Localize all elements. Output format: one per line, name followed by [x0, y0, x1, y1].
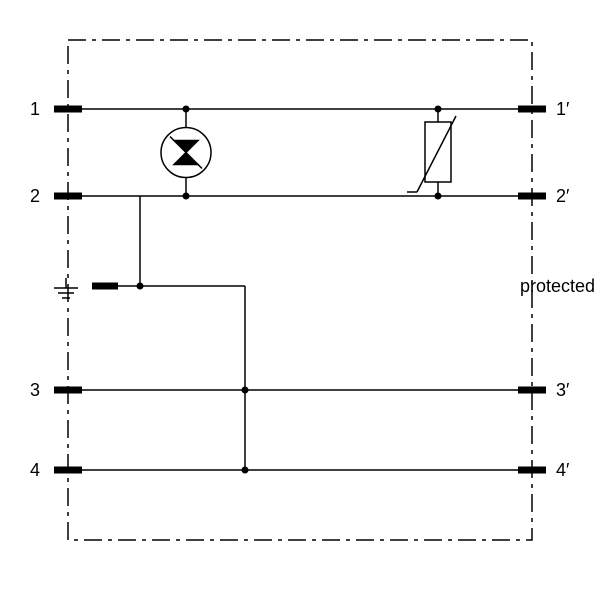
label-3-right: 3′ — [556, 380, 570, 400]
tvs-triangle-top — [174, 141, 198, 153]
label-1-left: 1 — [30, 99, 40, 119]
earth-symbol — [54, 278, 78, 298]
wires — [82, 109, 518, 470]
node-ground-branch — [137, 283, 144, 290]
terminals-left — [54, 109, 118, 470]
label-1-right: 1′ — [556, 99, 570, 119]
circuit-diagram: 1 2 3 4 1′ 2′ 3′ 4′ protected — [0, 0, 600, 600]
tvs-triangle-bot — [174, 153, 198, 165]
enclosure-border — [68, 40, 532, 540]
node-mid-3 — [242, 387, 249, 394]
label-4-right: 4′ — [556, 460, 570, 480]
node-mid-4 — [242, 467, 249, 474]
tvs-diode — [161, 109, 211, 196]
label-4-left: 4 — [30, 460, 40, 480]
label-2-left: 2 — [30, 186, 40, 206]
varistor — [407, 109, 456, 196]
label-2-right: 2′ — [556, 186, 570, 206]
label-3-left: 3 — [30, 380, 40, 400]
label-protected: protected — [520, 276, 595, 296]
